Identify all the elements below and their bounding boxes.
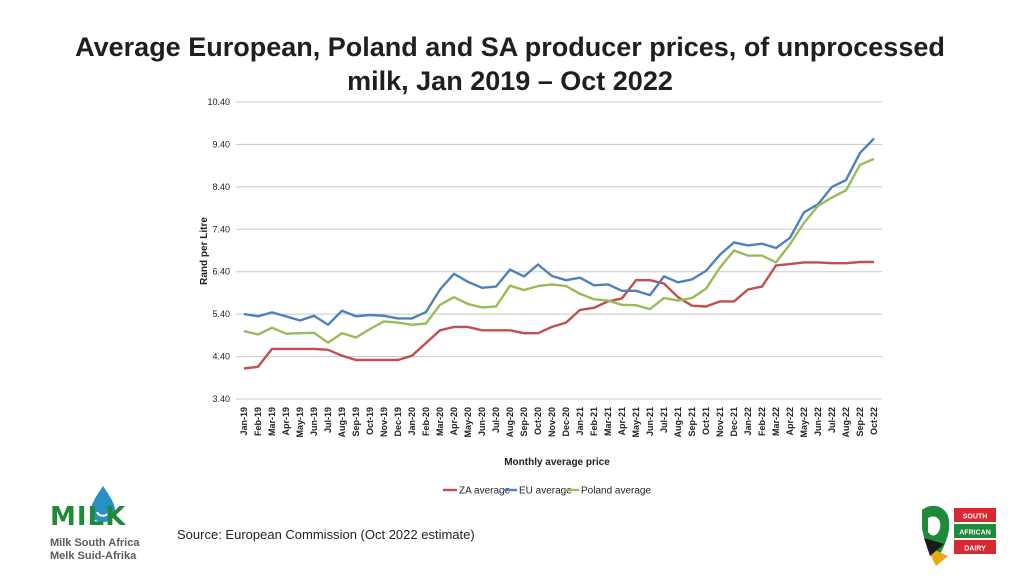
x-tick-label: Jan-19 [239,407,249,436]
x-tick-label: Jun-22 [813,407,823,436]
x-tick-label: Jul-20 [491,407,501,433]
x-tick-label: Jun-19 [309,407,319,436]
x-tick-label: Sep-20 [519,407,529,437]
x-tick-label: Nov-20 [547,407,557,437]
x-tick-label: Jan-22 [743,407,753,436]
y-tick-label: 5.40 [212,309,230,319]
x-tick-label: Sep-19 [351,407,361,437]
y-tick-label: 4.40 [212,352,230,362]
legend-label: Poland average [581,486,651,497]
x-tick-label: Dec-20 [561,407,571,437]
x-tick-label: May-22 [799,407,809,438]
x-axis-title: Monthly average price [504,457,610,468]
logo-line-afrikaans: Melk Suid-Afrika [50,550,137,562]
series-line-eu-average [243,137,875,326]
x-tick-label: Mar-21 [603,407,613,436]
source-note: Source: European Commission (Oct 2022 es… [177,527,475,542]
x-tick-label: Nov-21 [715,407,725,437]
x-tick-label: Nov-19 [379,407,389,437]
x-tick-label: Jul-21 [659,407,669,433]
dairy-logo-line-2: AFRICAN [959,530,991,537]
x-tick-label: Aug-19 [337,407,347,438]
dairy-logo-line-1: SOUTH [963,514,988,521]
x-tick-label: Aug-20 [505,407,515,438]
x-tick-label: Feb-20 [421,407,431,436]
x-tick-label: Jan-21 [575,407,585,436]
x-tick-label: Feb-22 [757,407,767,436]
x-tick-label: Sep-22 [855,407,865,437]
x-tick-label: Jan-20 [407,407,417,436]
x-tick-label: Oct-19 [365,407,375,435]
x-tick-label: Oct-22 [869,407,879,435]
x-tick-label: Aug-21 [673,407,683,438]
y-axis-ticks: 3.40 4.40 5.40 6.40 7.40 8.40 9.40 10.40 [207,97,230,404]
series-line-poland-average [243,157,875,344]
x-tick-label: Sep-21 [687,407,697,437]
legend: ZA average EU average Poland average [443,486,651,497]
y-tick-label: 6.40 [212,267,230,277]
dairy-logo-line-3: DAIRY [964,546,986,553]
x-tick-label: Jun-20 [477,407,487,436]
legend-label: EU average [519,486,572,497]
sa-dairy-logo: SOUTH AFRICAN DAIRY [918,498,998,570]
gridlines [236,101,882,400]
chart-title: Average European, Poland and SA producer… [75,32,945,96]
y-tick-label: 8.40 [212,182,230,192]
milk-sa-logo: MILK Milk South Africa Melk Suid-Afrika [48,486,158,566]
x-tick-label: Oct-20 [533,407,543,435]
x-tick-label: Oct-21 [701,407,711,435]
x-tick-label: Apr-19 [281,407,291,436]
x-tick-label: Apr-20 [449,407,459,436]
y-tick-label: 3.40 [212,394,230,404]
x-tick-label: Feb-19 [253,407,263,436]
y-axis-title: Rand per Litre [199,217,210,285]
milk-drop-icon [91,486,115,522]
x-tick-label: Dec-21 [729,407,739,437]
x-axis-ticks: Jan-19 Feb-19 Mar-19 Apr-19 May-19 Jun-19 Jul-… [239,407,879,438]
y-tick-label: 7.40 [212,224,230,234]
x-tick-label: Apr-22 [785,407,795,436]
series-line-za-average [243,260,874,370]
x-tick-label: Aug-22 [841,407,851,438]
y-tick-label: 9.40 [212,139,230,149]
x-tick-label: Jul-22 [827,407,837,433]
logo-brand-text: MILK [50,502,127,532]
x-tick-label: Mar-22 [771,407,781,436]
x-tick-label: Mar-20 [435,407,445,436]
x-tick-label: Apr-21 [617,407,627,436]
x-tick-label: May-20 [463,407,473,438]
x-tick-label: Dec-19 [393,407,403,437]
y-tick-label: 10.40 [207,97,230,107]
x-tick-label: Mar-19 [267,407,277,436]
legend-label: ZA average [459,486,511,497]
x-tick-label: Jun-21 [645,407,655,436]
dairy-cow-icon: SOUTH AFRICAN DAIRY [922,505,996,566]
x-tick-label: May-21 [631,407,641,438]
logo-line-english: Milk South Africa [50,537,140,549]
x-tick-label: May-19 [295,407,305,438]
x-tick-label: Jul-19 [323,407,333,433]
x-tick-label: Feb-21 [589,407,599,436]
series-lines [243,137,875,370]
